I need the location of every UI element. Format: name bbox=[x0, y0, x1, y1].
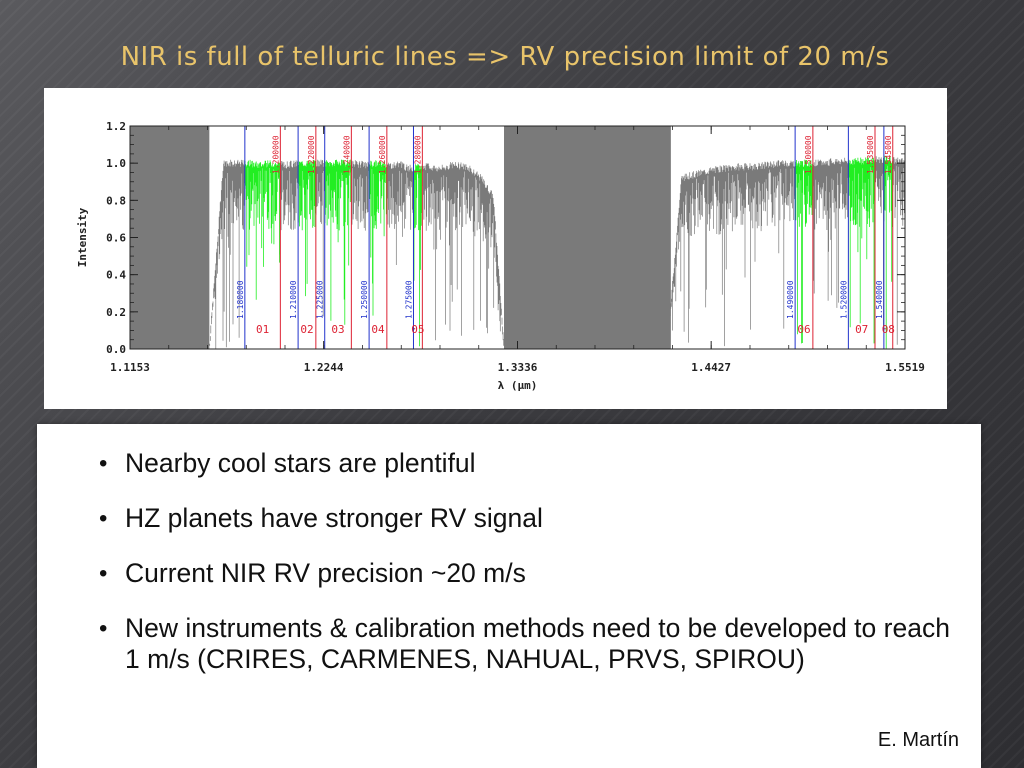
text-panel: Nearby cool stars are plentiful HZ plane… bbox=[37, 424, 981, 768]
window-label: 02 bbox=[300, 323, 313, 336]
y-tick-label: 0.4 bbox=[106, 269, 126, 282]
y-tick-label: 0.8 bbox=[106, 194, 126, 207]
window-label: 01 bbox=[256, 323, 269, 336]
blue-marker-label: 1.520000 bbox=[839, 280, 848, 319]
red-marker-label: 1.260000 bbox=[378, 135, 387, 174]
blue-marker-label: 1.180000 bbox=[236, 280, 245, 319]
y-axis-label: Intensity bbox=[76, 207, 89, 267]
slide-title: NIR is full of telluric lines => RV prec… bbox=[120, 42, 890, 72]
window-label: 07 bbox=[855, 323, 868, 336]
red-marker-label: 1.200000 bbox=[271, 135, 280, 174]
bullet-item: HZ planets have stronger RV signal bbox=[97, 503, 957, 534]
author-credit: E. Martín bbox=[877, 729, 959, 751]
blue-marker-label: 1.225000 bbox=[316, 280, 325, 319]
window-label: 08 bbox=[882, 323, 895, 336]
x-axis-label: λ (μm) bbox=[498, 379, 538, 392]
x-tick-label: 1.4427 bbox=[691, 361, 731, 374]
spectrum-lines bbox=[209, 156, 906, 349]
chart-panel: 1.180000 1.210000 1.225000 1.250000 1.275000… bbox=[44, 88, 947, 409]
window-label: 03 bbox=[331, 323, 344, 336]
red-marker-label: 1.545000 bbox=[884, 135, 893, 174]
red-marker-label: 1.280000 bbox=[413, 135, 422, 174]
blue-marker-label: 1.250000 bbox=[360, 280, 369, 319]
red-marker-label: 1.535000 bbox=[866, 135, 875, 174]
window-label: 04 bbox=[371, 323, 385, 336]
x-tick-label: 1.2244 bbox=[304, 361, 344, 374]
bullet-item: Current NIR RV precision ~20 m/s bbox=[97, 558, 957, 589]
y-tick-label: 1.0 bbox=[106, 157, 126, 170]
y-tick-label: 1.2 bbox=[106, 120, 126, 133]
spectrum-series bbox=[130, 126, 906, 349]
bullet-item: New instruments & calibration methods ne… bbox=[97, 613, 957, 675]
blue-marker-label: 1.275000 bbox=[404, 280, 413, 319]
blue-marker-label: 1.540000 bbox=[875, 280, 884, 319]
telluric-band bbox=[504, 126, 671, 349]
y-tick-label: 0.0 bbox=[106, 343, 126, 356]
y-tick-label: 0.2 bbox=[106, 306, 126, 319]
window-label: 06 bbox=[797, 323, 810, 336]
window-label: 05 bbox=[411, 323, 424, 336]
red-marker-label: 1.500000 bbox=[804, 135, 813, 174]
x-tick-label: 1.1153 bbox=[110, 361, 150, 374]
blue-marker-label: 1.210000 bbox=[289, 280, 298, 319]
red-marker-label: 1.220000 bbox=[307, 135, 316, 174]
spectrum-chart: 1.180000 1.210000 1.225000 1.250000 1.275000… bbox=[76, 120, 925, 392]
red-marker-label: 1.240000 bbox=[342, 135, 351, 174]
bullet-item: Nearby cool stars are plentiful bbox=[97, 448, 957, 479]
x-tick-label: 1.3336 bbox=[498, 361, 538, 374]
y-tick-label: 0.6 bbox=[106, 232, 126, 245]
bullet-list: Nearby cool stars are plentiful HZ plane… bbox=[97, 448, 957, 699]
x-tick-label: 1.5519 bbox=[885, 361, 925, 374]
blue-marker-label: 1.490000 bbox=[786, 280, 795, 319]
telluric-band bbox=[130, 126, 210, 349]
